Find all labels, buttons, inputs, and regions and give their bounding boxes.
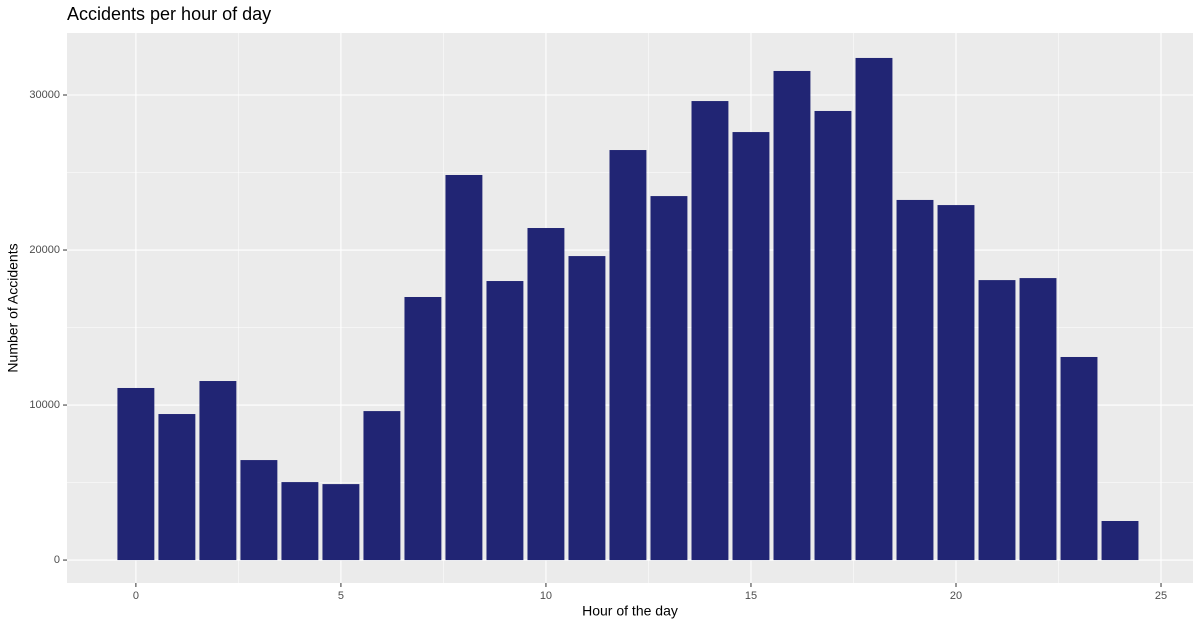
bar bbox=[363, 411, 401, 561]
x-tick-label: 10 bbox=[540, 590, 552, 602]
bar bbox=[158, 414, 196, 561]
y-tick-label: 0 bbox=[54, 554, 60, 566]
bar bbox=[937, 205, 975, 561]
y-tick-label: 20000 bbox=[29, 244, 60, 256]
bar bbox=[445, 174, 483, 561]
bar bbox=[814, 110, 852, 561]
bar bbox=[1101, 520, 1139, 561]
x-tick-label: 0 bbox=[133, 590, 139, 602]
bar bbox=[896, 199, 934, 561]
bar bbox=[855, 57, 893, 561]
bar bbox=[322, 484, 360, 561]
x-axis-title: Hour of the day bbox=[582, 603, 678, 619]
bar bbox=[732, 132, 770, 561]
bar bbox=[404, 296, 442, 561]
bar bbox=[240, 460, 278, 561]
bar bbox=[117, 387, 155, 561]
x-tick-label: 15 bbox=[745, 590, 757, 602]
bar bbox=[978, 280, 1016, 561]
bar bbox=[486, 281, 524, 561]
bar bbox=[568, 256, 606, 561]
bar bbox=[691, 101, 729, 561]
x-tick-label: 25 bbox=[1155, 590, 1167, 602]
bar bbox=[650, 196, 688, 561]
bar bbox=[1060, 356, 1098, 561]
bar bbox=[1019, 278, 1057, 561]
y-axis-title: Number of Accidents bbox=[5, 243, 21, 372]
x-tick-label: 5 bbox=[338, 590, 344, 602]
bar bbox=[773, 70, 811, 561]
bar bbox=[527, 228, 565, 561]
y-tick-label: 10000 bbox=[29, 399, 60, 411]
x-tick-label: 20 bbox=[950, 590, 962, 602]
bar bbox=[281, 482, 319, 561]
bar bbox=[199, 381, 237, 561]
bar bbox=[609, 150, 647, 561]
y-tick-label: 30000 bbox=[29, 89, 60, 101]
chart-title: Accidents per hour of day bbox=[67, 4, 271, 24]
